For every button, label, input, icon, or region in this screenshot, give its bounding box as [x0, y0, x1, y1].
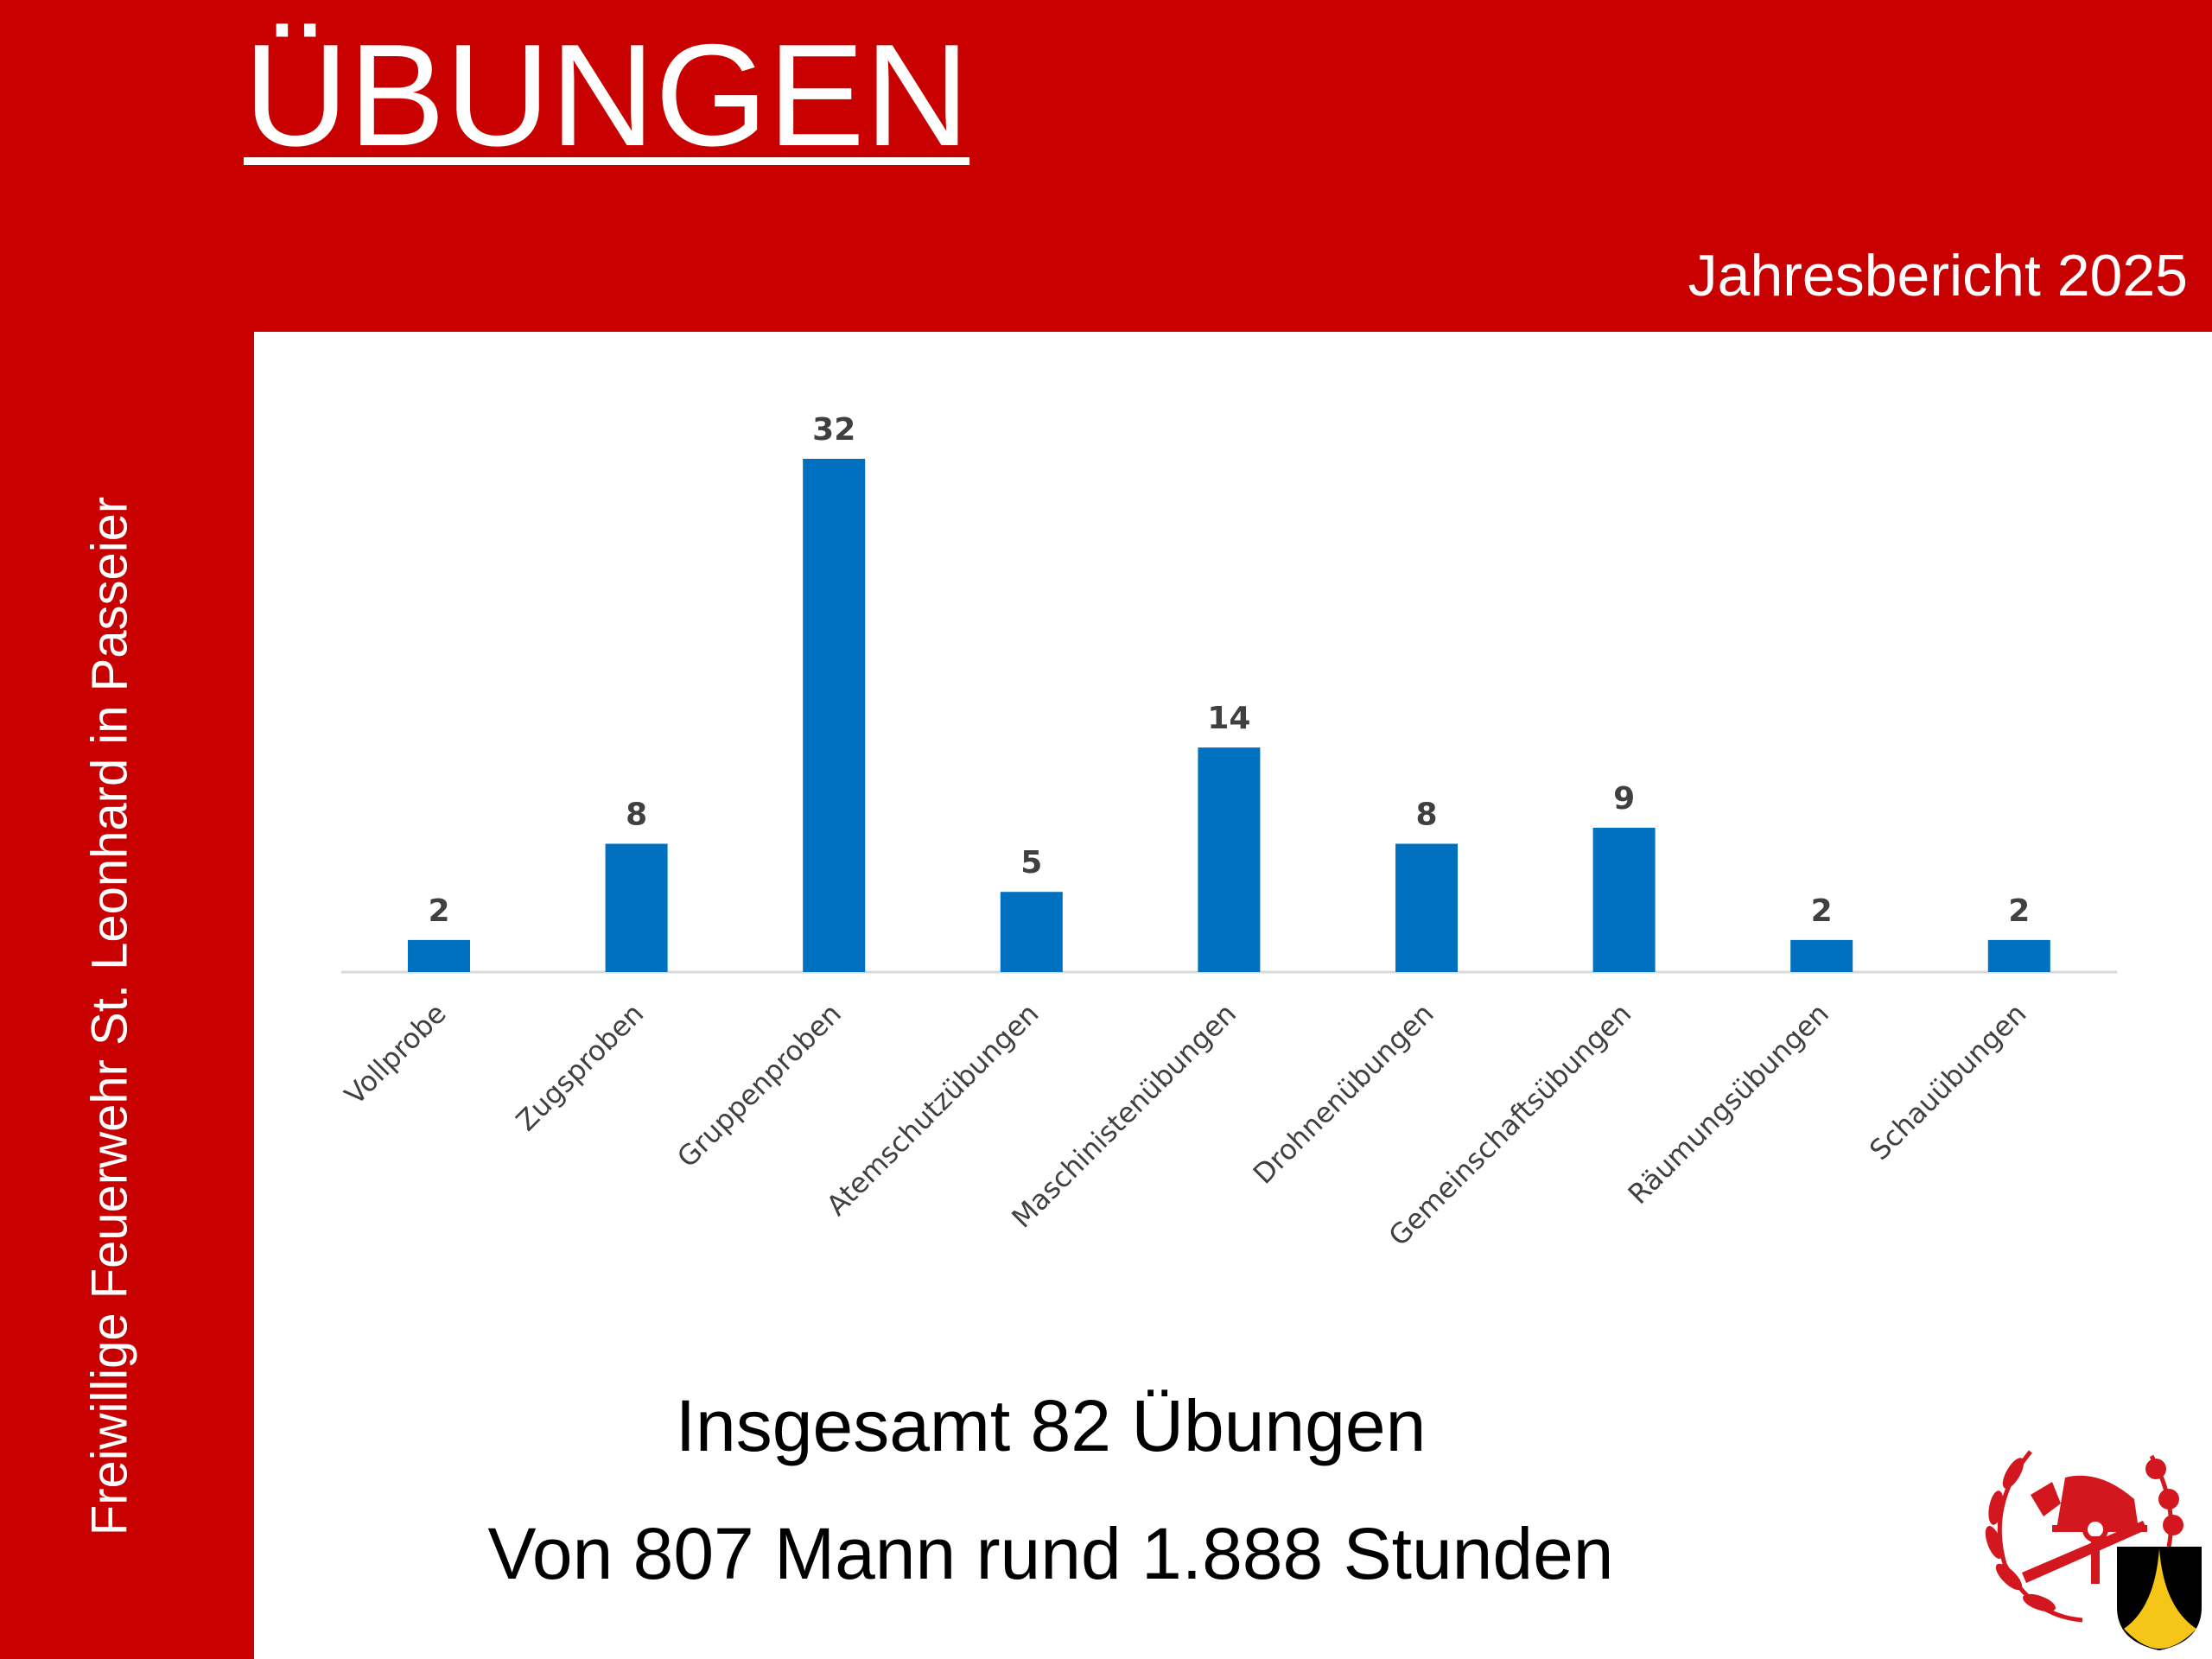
summary-total: Insgesamt 82 Übungen [675, 1385, 1427, 1466]
category-label: Maschinistenübungen [1005, 997, 1243, 1235]
category-label: Drohnenübungen [1247, 997, 1440, 1191]
data-label: 5 [1020, 845, 1042, 880]
data-label: 2 [2008, 893, 2030, 929]
category-label: Gruppenproben [671, 997, 848, 1174]
bar [1592, 827, 1656, 972]
bar [605, 843, 668, 972]
bar [1395, 843, 1458, 972]
bar [1987, 939, 2050, 972]
data-label: 2 [428, 893, 449, 929]
data-label: 2 [1811, 893, 1833, 929]
data-label: 9 [1613, 781, 1635, 817]
data-label: 32 [812, 412, 855, 448]
data-label: 14 [1207, 701, 1250, 736]
category-label: Räumungsübungen [1622, 997, 1835, 1211]
data-label: 8 [1415, 798, 1437, 833]
category-label: Zugsproben [510, 997, 651, 1138]
category-label: Atemschutzübungen [820, 997, 1045, 1222]
report-subtitle: Jahresbericht 2025 [1688, 243, 2188, 308]
bar [1790, 939, 1853, 972]
page-title: ÜBUNGEN [244, 14, 970, 176]
summary-hours: Von 807 Mann rund 1.888 Stunden [487, 1513, 1614, 1594]
content-panel [254, 332, 2212, 1659]
bar [1198, 747, 1261, 972]
bar [803, 459, 866, 972]
bar [1000, 892, 1063, 972]
bar [408, 939, 470, 972]
category-label: Schauübungen [1863, 997, 2032, 1166]
category-label: Vollprobe [338, 997, 452, 1111]
fire-brigade-logo [1985, 1450, 2202, 1650]
data-label: 8 [626, 798, 647, 833]
